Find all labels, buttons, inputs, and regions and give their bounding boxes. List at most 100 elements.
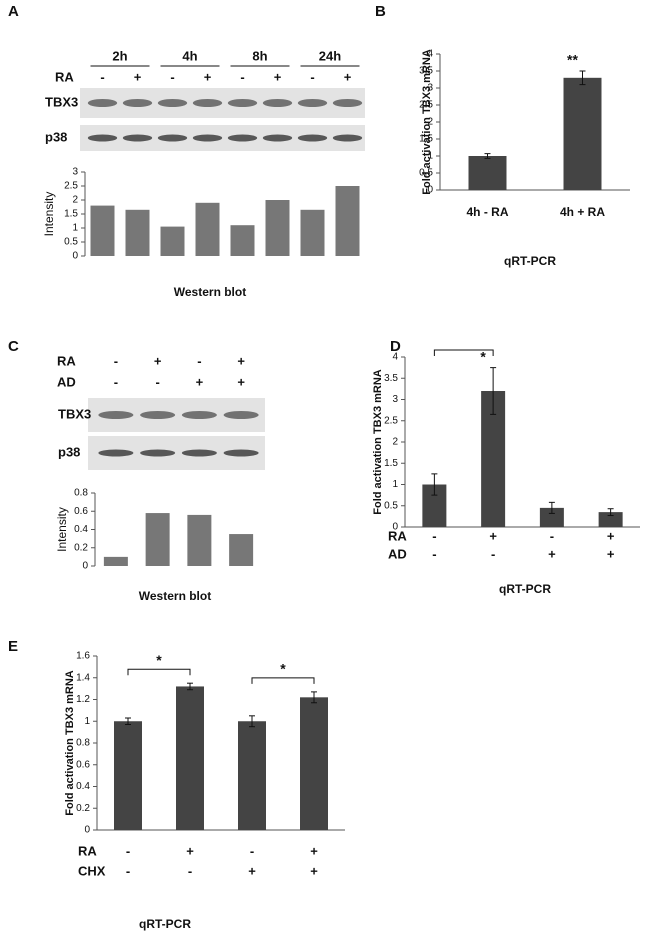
y-tick-label: 1: [84, 716, 90, 727]
band-label: TBX3: [45, 94, 78, 109]
y-tick-label: 0.8: [74, 488, 88, 499]
y-tick-label: 3: [392, 394, 398, 405]
blot-band: [262, 99, 293, 107]
condition-label: RA: [78, 843, 97, 858]
panel-letter: C: [8, 338, 19, 355]
blot-band: [122, 99, 153, 107]
y-tick-label: 4: [392, 352, 398, 363]
y-tick-label: 1.5: [384, 458, 398, 469]
group-label: 8h: [252, 48, 267, 63]
panel-letter: E: [8, 638, 18, 655]
condition-sign: +: [310, 863, 318, 878]
x-axis-label: Western blot: [139, 589, 211, 603]
blot-band: [262, 134, 293, 142]
y-tick-label: 0.8: [76, 738, 90, 749]
bar: [90, 205, 115, 256]
condition-sign: -: [310, 69, 314, 84]
y-tick-label: 1: [392, 479, 398, 490]
blot-band: [87, 99, 118, 107]
y-tick-label: 1: [427, 151, 433, 162]
condition-sign: +: [344, 69, 352, 84]
y-tick-label: 1.6: [76, 651, 90, 662]
y-tick-label: 0: [84, 825, 90, 836]
blot-band: [297, 99, 328, 107]
blot-band: [87, 134, 118, 142]
blot-band: [223, 411, 259, 419]
group-label: 2h: [112, 48, 127, 63]
condition-sign: -: [126, 843, 130, 858]
bracket: [433, 349, 494, 356]
y-tick-label: 0.5: [419, 168, 433, 179]
y-tick-label: 0: [392, 522, 398, 533]
condition-sign: +: [607, 528, 615, 543]
blot-band: [223, 449, 259, 457]
y-tick-label: 0: [82, 561, 88, 572]
condition-label: AD: [57, 374, 76, 389]
condition-sign: -: [432, 546, 436, 561]
panel-letter: B: [375, 3, 386, 20]
blot-band: [122, 134, 153, 142]
significance: **: [567, 52, 578, 68]
band-label: TBX3: [58, 406, 91, 421]
condition-sign: +: [607, 546, 615, 561]
condition-sign: -: [188, 863, 192, 878]
bar: [229, 534, 254, 566]
x-axis-label: qRT-PCR: [499, 582, 551, 596]
y-axis-label: Fold activation TBX3 mRNA: [64, 670, 76, 816]
y-tick-label: 2: [427, 117, 433, 128]
y-tick-label: 2.5: [419, 100, 433, 111]
blot-band: [140, 411, 176, 419]
y-tick-label: 0.5: [64, 237, 78, 248]
bar: [160, 226, 185, 256]
blot-band: [227, 99, 258, 107]
condition-sign: +: [248, 863, 256, 878]
bar: [265, 200, 290, 256]
condition-label: RA: [388, 528, 407, 543]
y-axis-label: Intensity: [42, 192, 56, 237]
y-tick-label: 1: [72, 223, 78, 234]
x-axis-label: qRT-PCR: [139, 917, 191, 931]
condition-sign: +: [489, 528, 497, 543]
blot-band: [140, 449, 176, 457]
bar: [563, 77, 602, 190]
y-tick-label: 3: [72, 167, 78, 178]
y-tick-label: 4: [427, 49, 433, 60]
bar: [195, 202, 220, 256]
condition-sign: -: [491, 546, 495, 561]
condition-sign: -: [240, 69, 244, 84]
blot-band: [157, 134, 188, 142]
y-tick-label: 0.4: [74, 524, 88, 535]
y-tick-label: 0.5: [384, 500, 398, 511]
y-tick-label: 2: [392, 437, 398, 448]
blot-band: [192, 99, 223, 107]
condition-sign: -: [100, 69, 104, 84]
condition-sign: +: [237, 374, 245, 389]
y-tick-label: 3.5: [419, 66, 433, 77]
x-axis-label: qRT-PCR: [504, 254, 556, 268]
blot-band: [332, 99, 363, 107]
y-tick-label: 1.4: [76, 672, 90, 683]
bar: [125, 209, 150, 256]
condition-sign: -: [126, 863, 130, 878]
panel-letter: A: [8, 3, 19, 20]
bracket: [127, 668, 191, 676]
blot-band: [192, 134, 223, 142]
y-tick-label: 1.5: [64, 209, 78, 220]
bar: [176, 686, 204, 830]
y-axis-label: Intensity: [55, 507, 69, 552]
bar: [230, 225, 255, 256]
bar: [114, 721, 142, 830]
bar: [145, 513, 170, 566]
y-axis-label: Fold activation TBX3 mRNA: [421, 49, 433, 195]
y-tick-label: 2.5: [384, 415, 398, 426]
bar: [335, 186, 360, 256]
condition-sign: -: [197, 353, 201, 368]
condition-sign: -: [155, 374, 159, 389]
bracket-label: *: [156, 652, 162, 668]
condition-sign: -: [114, 353, 118, 368]
band-label: p38: [45, 129, 67, 144]
condition-sign: +: [274, 69, 282, 84]
y-tick-label: 2.5: [64, 181, 78, 192]
bar: [238, 721, 266, 830]
bar: [300, 209, 325, 256]
